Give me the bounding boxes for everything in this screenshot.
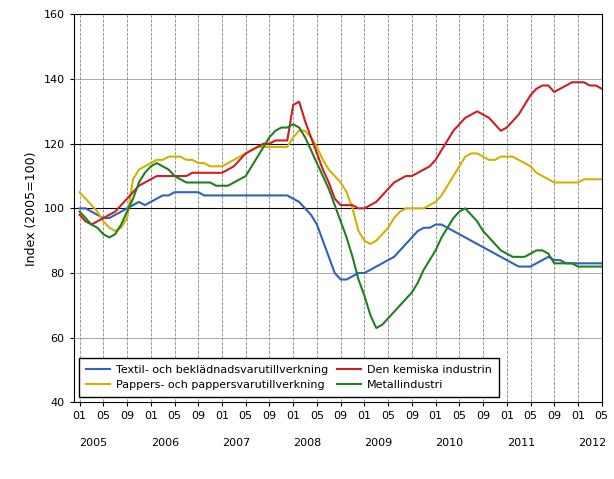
Den kemiska industrin [349,202,356,208]
Metallindustri [130,196,137,202]
Textil- och beklädnadsvarutillverkning [188,189,196,195]
Text: 2007: 2007 [222,438,251,448]
Pappers- och pappersvarutillverkning [349,205,356,211]
Textil- och beklädnadsvarutillverkning [171,189,178,195]
Metallindustri [598,263,605,269]
Line: Textil- och beklädnadsvarutillverkning: Textil- och beklädnadsvarutillverkning [80,192,602,279]
Textil- och beklädnadsvarutillverkning [284,193,291,198]
Pappers- och pappersvarutillverkning [295,128,303,134]
Pappers- och pappersvarutillverkning [183,157,190,163]
Line: Pappers- och pappersvarutillverkning: Pappers- och pappersvarutillverkning [80,131,602,244]
Metallindustri [141,170,149,176]
Text: 2005: 2005 [80,438,107,448]
Legend: Textil- och beklädnadsvarutillverkning, Pappers- och pappersvarutillverkning, De: Textil- och beklädnadsvarutillverkning, … [79,358,499,397]
Pappers- och pappersvarutillverkning [278,144,285,150]
Textil- och beklädnadsvarutillverkning [355,270,362,276]
Den kemiska industrin [569,80,576,85]
Den kemiska industrin [598,86,605,91]
Metallindustri [551,261,558,266]
Pappers- och pappersvarutillverkning [130,176,137,182]
Den kemiska industrin [88,222,95,228]
Den kemiska industrin [188,170,196,176]
Text: 2011: 2011 [507,438,535,448]
Metallindustri [373,325,380,331]
Text: 2006: 2006 [151,438,179,448]
Textil- och beklädnadsvarutillverkning [141,202,149,208]
Den kemiska industrin [76,212,84,218]
Den kemiska industrin [135,183,142,189]
Den kemiska industrin [545,82,552,88]
Pappers- och pappersvarutillverkning [141,163,149,169]
Metallindustri [349,254,356,260]
Den kemiska industrin [284,137,291,143]
Pappers- och pappersvarutillverkning [76,189,84,195]
Text: 2010: 2010 [435,438,464,448]
Textil- och beklädnadsvarutillverkning [598,261,605,266]
Metallindustri [278,125,285,130]
Y-axis label: Index (2005=100): Index (2005=100) [25,151,38,266]
Pappers- och pappersvarutillverkning [598,176,605,182]
Den kemiska industrin [147,176,155,182]
Text: 2009: 2009 [364,438,392,448]
Textil- och beklädnadsvarutillverkning [130,202,137,208]
Metallindustri [290,121,297,127]
Text: 2008: 2008 [293,438,322,448]
Pappers- och pappersvarutillverkning [367,241,374,247]
Line: Den kemiska industrin: Den kemiska industrin [80,82,602,225]
Metallindustri [183,180,190,185]
Line: Metallindustri: Metallindustri [80,124,602,328]
Text: 2012: 2012 [578,438,606,448]
Textil- och beklädnadsvarutillverkning [76,205,84,211]
Textil- och beklädnadsvarutillverkning [551,257,558,263]
Pappers- och pappersvarutillverkning [551,180,558,185]
Textil- och beklädnadsvarutillverkning [337,276,344,282]
Metallindustri [76,209,84,215]
